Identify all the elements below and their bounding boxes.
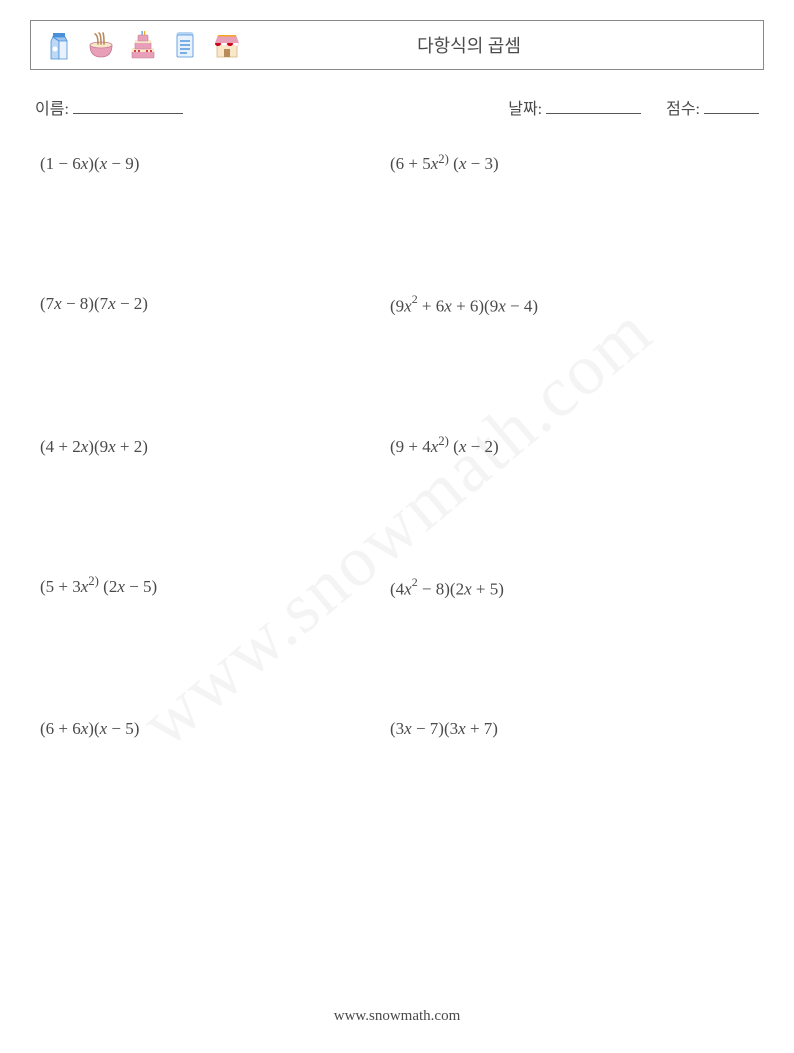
meta-row: 이름: 날짜: 점수:: [30, 95, 764, 119]
flour-bag-icon: [167, 27, 203, 63]
score-blank[interactable]: [704, 96, 759, 114]
page: 다항식의 곱셈 이름: 날짜: 점수: (1 − 6x)(x − 9) (6 +…: [0, 0, 794, 739]
birthday-cake-icon: [125, 27, 161, 63]
problem-expression: (5 + 3x2) (2x − 5): [40, 577, 390, 600]
problem-expression: (6 + 6x)(x − 5): [40, 719, 390, 739]
header-icons: [41, 27, 245, 63]
name-blank[interactable]: [73, 96, 183, 114]
name-label: 이름:: [35, 101, 69, 118]
problem-expression: (3x − 7)(3x + 7): [390, 719, 754, 739]
problem-expression: (4 + 2x)(9x + 2): [40, 437, 390, 457]
score-field: 점수:: [666, 95, 759, 119]
date-blank[interactable]: [546, 96, 641, 114]
problem-row: (1 − 6x)(x − 9) (6 + 5x2) (x − 3): [40, 154, 754, 174]
problems-grid: (1 − 6x)(x − 9) (6 + 5x2) (x − 3) (7x − …: [30, 154, 764, 739]
footer-url: www.snowmath.com: [0, 1008, 794, 1025]
problem-expression: (9x2 + 6x + 6)(9x − 4): [390, 294, 754, 317]
date-field: 날짜:: [508, 95, 641, 119]
problem-row: (6 + 6x)(x − 5) (3x − 7)(3x + 7): [40, 719, 754, 739]
problem-row: (4 + 2x)(9x + 2) (9 + 4x2) (x − 2): [40, 437, 754, 457]
name-field: 이름:: [35, 95, 183, 119]
shop-icon: [209, 27, 245, 63]
page-title: 다항식의 곱셈: [245, 32, 753, 58]
milk-carton-icon: [41, 27, 77, 63]
problem-expression: (7x − 8)(7x − 2): [40, 294, 390, 317]
problem-expression: (4x2 − 8)(2x + 5): [390, 577, 754, 600]
problem-expression: (9 + 4x2) (x − 2): [390, 437, 754, 457]
date-label: 날짜:: [508, 101, 542, 118]
header-box: 다항식의 곱셈: [30, 20, 764, 70]
problem-row: (7x − 8)(7x − 2) (9x2 + 6x + 6)(9x − 4): [40, 294, 754, 317]
score-label: 점수:: [666, 101, 700, 118]
mixing-bowl-icon: [83, 27, 119, 63]
problem-expression: (6 + 5x2) (x − 3): [390, 154, 754, 174]
problem-expression: (1 − 6x)(x − 9): [40, 154, 390, 174]
problem-row: (5 + 3x2) (2x − 5) (4x2 − 8)(2x + 5): [40, 577, 754, 600]
